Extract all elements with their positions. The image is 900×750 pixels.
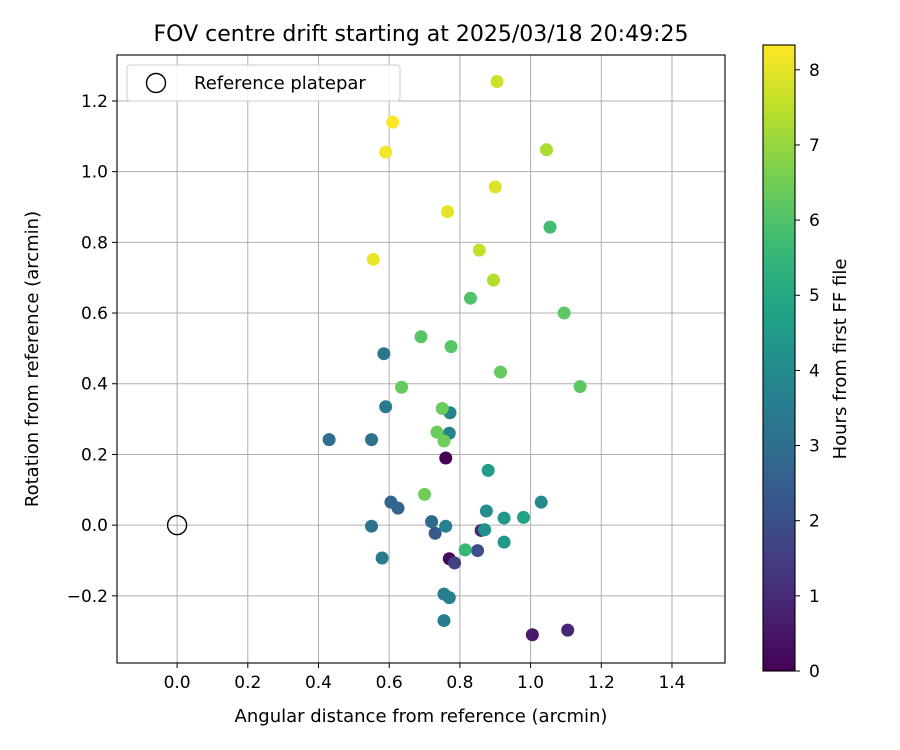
data-point: [534, 495, 548, 509]
x-axis-ticks: 0.0 0.2 0.4 0.6 0.8 1.0 1.2 1.4: [164, 663, 686, 693]
data-point: [365, 519, 379, 533]
data-point: [557, 306, 571, 320]
colorbar-tick-label: 5: [809, 286, 820, 306]
data-point: [414, 330, 428, 344]
data-point: [497, 511, 511, 525]
data-point: [437, 434, 451, 448]
data-point: [479, 504, 493, 518]
colorbar-gradient: [763, 45, 795, 671]
legend: Reference platepar: [126, 64, 401, 102]
data-point: [366, 252, 380, 266]
data-point: [472, 243, 486, 257]
data-point: [379, 145, 393, 159]
data-point: [448, 556, 462, 570]
data-point: [442, 591, 456, 605]
data-point: [561, 623, 575, 637]
data-point: [365, 433, 379, 447]
y-tick-label: 1.2: [81, 92, 108, 112]
data-point: [428, 526, 442, 540]
legend-frame: [126, 64, 401, 102]
colorbar-tick-label: 1: [809, 587, 820, 607]
x-axis-label: Angular distance from reference (arcmin): [235, 706, 608, 727]
y-tick-label: 0.8: [81, 233, 108, 253]
colorbar-label: Hours from first FF file: [830, 259, 851, 460]
data-point: [377, 347, 391, 361]
y-axis-label: Rotation from reference (arcmin): [22, 211, 43, 507]
colorbar-frame: [762, 44, 796, 672]
data-point: [517, 510, 531, 524]
colorbar-ticks: 0 1 2 3 4 5 6 7 8: [795, 61, 820, 682]
data-point: [418, 487, 432, 501]
y-tick-label: 0.2: [81, 445, 108, 465]
plot-points: [166, 75, 587, 642]
data-point: [441, 205, 455, 219]
x-tick-label: 0.2: [234, 673, 261, 693]
data-point: [481, 463, 495, 477]
y-tick-label: 1.0: [81, 163, 108, 183]
data-point: [490, 75, 504, 89]
legend-marker-reference: [145, 72, 167, 94]
colorbar-tick-label: 6: [809, 211, 820, 231]
data-point: [384, 495, 398, 509]
data-point: [425, 515, 439, 529]
data-point: [525, 628, 539, 642]
data-point: [439, 519, 453, 533]
data-point: [322, 433, 336, 447]
y-tick-label: 0.4: [81, 375, 108, 395]
data-point: [437, 614, 451, 628]
x-tick-label: 0.0: [164, 673, 191, 693]
data-point: [488, 180, 502, 194]
data-point: [478, 523, 492, 537]
y-axis-ticks: −0.2 0.0 0.2 0.4 0.6 0.8 1.0 1.2: [67, 92, 117, 607]
data-point: [543, 220, 557, 234]
plot-frame: [116, 54, 726, 664]
colorbar-tick-label: 8: [809, 61, 820, 81]
data-point: [573, 380, 587, 394]
colorbar-tick-label: 0: [809, 662, 820, 682]
colorbar-tick-label: 7: [809, 136, 820, 156]
x-tick-label: 1.2: [588, 673, 615, 693]
x-tick-label: 0.6: [376, 673, 403, 693]
x-tick-label: 0.4: [305, 673, 332, 693]
data-point: [497, 535, 511, 549]
y-tick-label: −0.2: [67, 587, 108, 607]
data-point: [471, 544, 485, 558]
data-point: [463, 291, 477, 305]
data-point: [435, 401, 449, 415]
y-tick-label: 0.0: [81, 516, 108, 536]
data-point: [486, 273, 500, 287]
data-point: [430, 425, 444, 439]
x-tick-label: 0.8: [446, 673, 473, 693]
data-point: [439, 451, 453, 465]
chart-title: FOV centre drift starting at 2025/03/18 …: [154, 22, 689, 47]
data-point: [395, 380, 409, 394]
data-point: [458, 543, 472, 557]
data-point: [494, 365, 508, 379]
reference-marker: [166, 514, 188, 536]
colorbar-tick-label: 4: [809, 361, 820, 381]
data-point: [379, 400, 393, 414]
data-point: [444, 340, 458, 354]
plot-grid: [117, 55, 725, 663]
legend-label-reference: Reference platepar: [194, 73, 366, 94]
colorbar-tick-label: 3: [809, 437, 820, 457]
y-tick-label: 0.6: [81, 304, 108, 324]
x-tick-label: 1.4: [658, 673, 685, 693]
data-point: [375, 551, 389, 565]
data-point: [386, 115, 400, 129]
colorbar: 0 1 2 3 4 5 6 7 8 Hours from first FF file: [762, 44, 851, 682]
x-tick-label: 1.0: [517, 673, 544, 693]
colorbar-tick-label: 2: [809, 512, 820, 532]
data-point: [539, 143, 553, 157]
